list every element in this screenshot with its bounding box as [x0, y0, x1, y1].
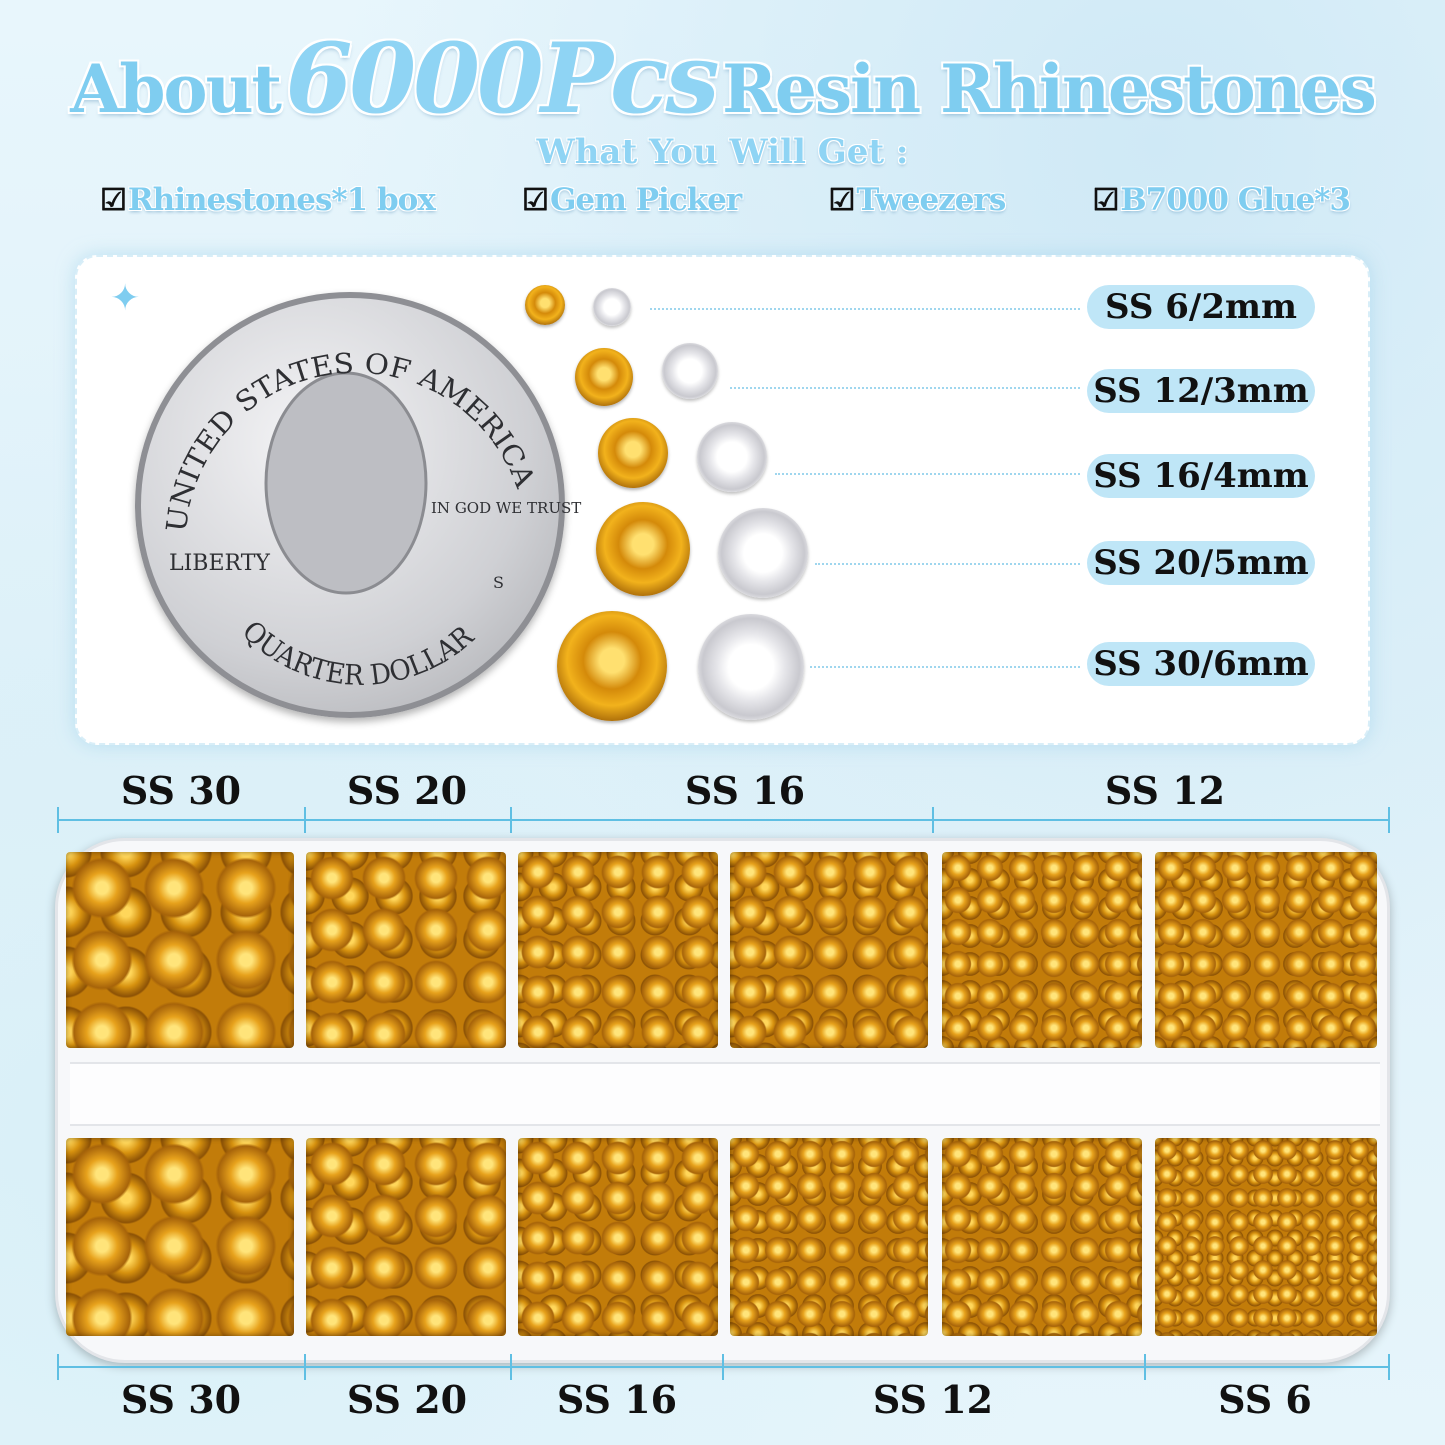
tray-bottom-label: SS 20	[346, 1377, 468, 1422]
compartment-ss12	[942, 852, 1142, 1048]
clear-stone-ss30	[698, 614, 804, 720]
headline-prefix: About	[70, 50, 282, 128]
leader-line	[815, 563, 1080, 565]
content-label: Rhinestones*1 box	[127, 182, 436, 218]
compartment-ss12	[1155, 852, 1377, 1048]
compartment-ss30	[66, 852, 294, 1048]
leader-line	[730, 387, 1080, 389]
bracket-tick	[57, 1354, 59, 1380]
content-item: ☑Tweezers	[828, 182, 1006, 218]
bracket-line-top	[58, 819, 1390, 821]
content-label: B7000 Glue*3	[1120, 182, 1351, 218]
checkbox-icon: ☑	[522, 183, 549, 218]
clear-stone-ss6	[593, 288, 631, 326]
compartment-ss30	[66, 1138, 294, 1336]
compartment-ss16	[518, 852, 718, 1048]
leader-line	[775, 473, 1080, 475]
compartment-ss20	[306, 1138, 506, 1336]
content-item: ☑B7000 Glue*3	[1092, 182, 1351, 218]
content-item: ☑Gem Picker	[522, 182, 742, 218]
tray-divider	[70, 1062, 1380, 1126]
gold-stone-ss12	[575, 348, 633, 406]
content-label: Tweezers	[856, 182, 1006, 218]
coin-liberty: LIBERTY	[169, 551, 270, 576]
tray-top-label: SS 16	[684, 768, 806, 813]
bracket-line-bottom	[58, 1366, 1390, 1368]
headline-count: 6000Pcs	[285, 22, 720, 135]
compartment-ss12	[730, 1138, 928, 1336]
tray-bottom-label: SS 16	[556, 1377, 678, 1422]
content-label: Gem Picker	[549, 182, 742, 218]
bracket-tick	[304, 1354, 306, 1380]
sparkle-icon: ✦	[110, 278, 141, 319]
checkbox-icon: ☑	[828, 183, 855, 218]
headline: About 6000Pcs Resin Rhinestones	[0, 22, 1445, 135]
portrait	[264, 371, 428, 595]
bracket-tick	[1144, 1354, 1146, 1380]
gold-stone-ss30	[557, 611, 667, 721]
gold-stone-ss16	[598, 418, 668, 488]
bracket-tick	[1388, 807, 1390, 833]
tray-top-label: SS 20	[346, 768, 468, 813]
checkbox-icon: ☑	[1092, 183, 1120, 218]
bracket-tick	[510, 1354, 512, 1380]
size-pill: SS 6/2mm	[1087, 285, 1315, 329]
tray-bottom-label: SS 6	[1218, 1377, 1312, 1422]
contents-list: ☑Rhinestones*1 box ☑Gem Picker ☑Tweezers…	[100, 182, 1351, 218]
compartment-ss12	[942, 1138, 1142, 1336]
compartment-ss20	[306, 852, 506, 1048]
bracket-tick	[1388, 1354, 1390, 1380]
gold-stone-ss6	[525, 285, 565, 325]
compartment-ss6	[1155, 1138, 1377, 1336]
tray-bottom-label: SS 30	[120, 1377, 242, 1422]
leader-line	[810, 666, 1080, 668]
tray-top-label: SS 30	[120, 768, 242, 813]
bracket-tick	[57, 807, 59, 833]
clear-stone-ss16	[697, 422, 767, 492]
checkbox-icon: ☑	[100, 183, 127, 218]
gold-stone-ss20	[596, 502, 690, 596]
size-pill: SS 20/5mm	[1087, 541, 1315, 585]
size-pill: SS 16/4mm	[1087, 454, 1315, 498]
compartment-ss16	[518, 1138, 718, 1336]
size-pill: SS 12/3mm	[1087, 369, 1315, 413]
bracket-tick	[304, 807, 306, 833]
compartment-ss16	[730, 852, 928, 1048]
clear-stone-ss12	[662, 343, 718, 399]
headline-suffix: Resin Rhinestones	[722, 50, 1377, 128]
bracket-tick	[510, 807, 512, 833]
content-item: ☑Rhinestones*1 box	[100, 182, 436, 218]
svg-text:QUARTER DOLLAR: QUARTER DOLLAR	[236, 614, 480, 692]
tray-top-label: SS 12	[1104, 768, 1226, 813]
bracket-tick	[932, 807, 934, 833]
subtitle: What You Will Get :	[536, 132, 909, 172]
size-pill: SS 30/6mm	[1087, 642, 1315, 686]
bracket-tick	[722, 1354, 724, 1380]
quarter-coin-image: UNITED STATES OF AMERICA QUARTER DOLLAR …	[135, 292, 581, 718]
coin-mint: S	[493, 573, 504, 592]
tray-bottom-label: SS 12	[872, 1377, 994, 1422]
leader-line	[650, 308, 1080, 310]
clear-stone-ss20	[718, 508, 808, 598]
coin-bottom-text: QUARTER DOLLAR	[236, 614, 480, 692]
coin-motto: IN GOD WE TRUST	[431, 499, 581, 517]
